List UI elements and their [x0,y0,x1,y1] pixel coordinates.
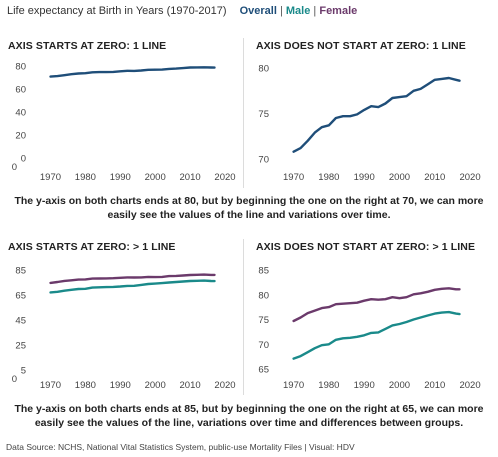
x-tick-label: 1990 [354,380,375,391]
panel-title-top-left: AXIS STARTS AT ZERO: 1 LINE [8,40,167,52]
series-line-male [292,310,461,360]
x-tick-label: 1980 [75,380,96,391]
y-tick-label: 75 [258,109,269,120]
y-tick-label: 70 [258,155,269,166]
y-tick-label: 75 [258,315,269,326]
x-tick-label: 2020 [214,172,235,183]
panel-title-bottom-right: AXIS DOES NOT START AT ZERO: > 1 LINE [256,241,476,253]
chart-header: Life expectancy at Birth in Years (1970-… [7,5,357,17]
panel-title-bottom-left: AXIS STARTS AT ZERO: > 1 LINE [8,241,176,253]
y-tick-label: 85 [258,266,269,277]
series-line-overall [49,66,216,78]
panel-divider-bottom [243,239,244,395]
y-tick-label: 80 [15,62,26,73]
caption-top: The y-axis on both charts ends at 80, bu… [14,195,484,221]
legend: Overall | Male | Female [240,5,358,17]
y-tick-label: 65 [15,291,26,302]
y-tick-label: 65 [258,365,269,376]
chart-bottom-right: 85 80 75 70 65 1970 1980 1990 2000 2010 2020 [258,266,480,392]
x-tick-label: 2000 [389,172,410,183]
x-tick-label: 2010 [180,172,201,183]
x-tick-label: 1970 [40,172,61,183]
y-tick-label: 85 [15,266,26,277]
x-tick-label: 2000 [389,380,410,391]
legend-overall: Overall [239,5,277,17]
series-line-male [49,279,216,294]
x-tick-label: 2000 [145,380,166,391]
x-tick-label: 1980 [318,380,339,391]
x-tick-label: 1990 [110,172,131,183]
legend-female: Female [319,5,358,17]
footer-source: Data Source: NCHS, National Vital Statis… [6,442,355,452]
x-tick-label: 2010 [424,172,445,183]
y-tick-label: 0 [12,374,17,385]
x-tick-label: 1990 [110,380,131,391]
x-tick-label: 1990 [354,172,375,183]
chart-bottom-left: 85 65 45 25 50 1970 1980 1990 2000 2010 2020 [12,266,236,392]
series-line-overall [292,76,461,153]
x-tick-label: 2010 [424,380,445,391]
caption-bottom: The y-axis on both charts ends at 85, bu… [14,403,484,429]
chart-top-right: 80 75 70 1970 1980 1990 2000 2010 2020 [258,64,480,184]
x-tick-label: 1980 [318,172,339,183]
x-tick-label: 2020 [459,380,480,391]
panel-title-top-right: AXIS DOES NOT START AT ZERO: 1 LINE [256,40,466,52]
x-tick-label: 2010 [180,380,201,391]
x-tick-label: 1970 [283,172,304,183]
y-tick-label: 5 [21,366,26,377]
y-tick-label: 80 [258,290,269,301]
x-tick-label: 2020 [459,172,480,183]
y-tick-label: 40 [15,108,26,119]
series-line-female [49,273,216,285]
x-tick-label: 1970 [283,380,304,391]
legend-separator: | [279,5,283,17]
legend-separator: | [313,5,317,17]
y-tick-label: 0 [21,154,26,165]
legend-male: Male [285,5,311,17]
main-title: Life expectancy at Birth in Years (1970-… [7,5,227,17]
series-line-female [292,287,461,323]
y-tick-label: 70 [258,340,269,351]
y-tick-label: 80 [258,64,269,75]
x-tick-label: 1980 [75,172,96,183]
y-tick-label: 0 [12,162,17,173]
y-tick-label: 60 [15,85,26,96]
panel-divider-top [243,38,244,188]
x-tick-label: 2020 [214,380,235,391]
x-tick-label: 2000 [145,172,166,183]
x-tick-label: 1970 [40,380,61,391]
y-tick-label: 25 [15,341,26,352]
y-tick-label: 20 [15,131,26,142]
y-tick-label: 45 [15,316,26,327]
